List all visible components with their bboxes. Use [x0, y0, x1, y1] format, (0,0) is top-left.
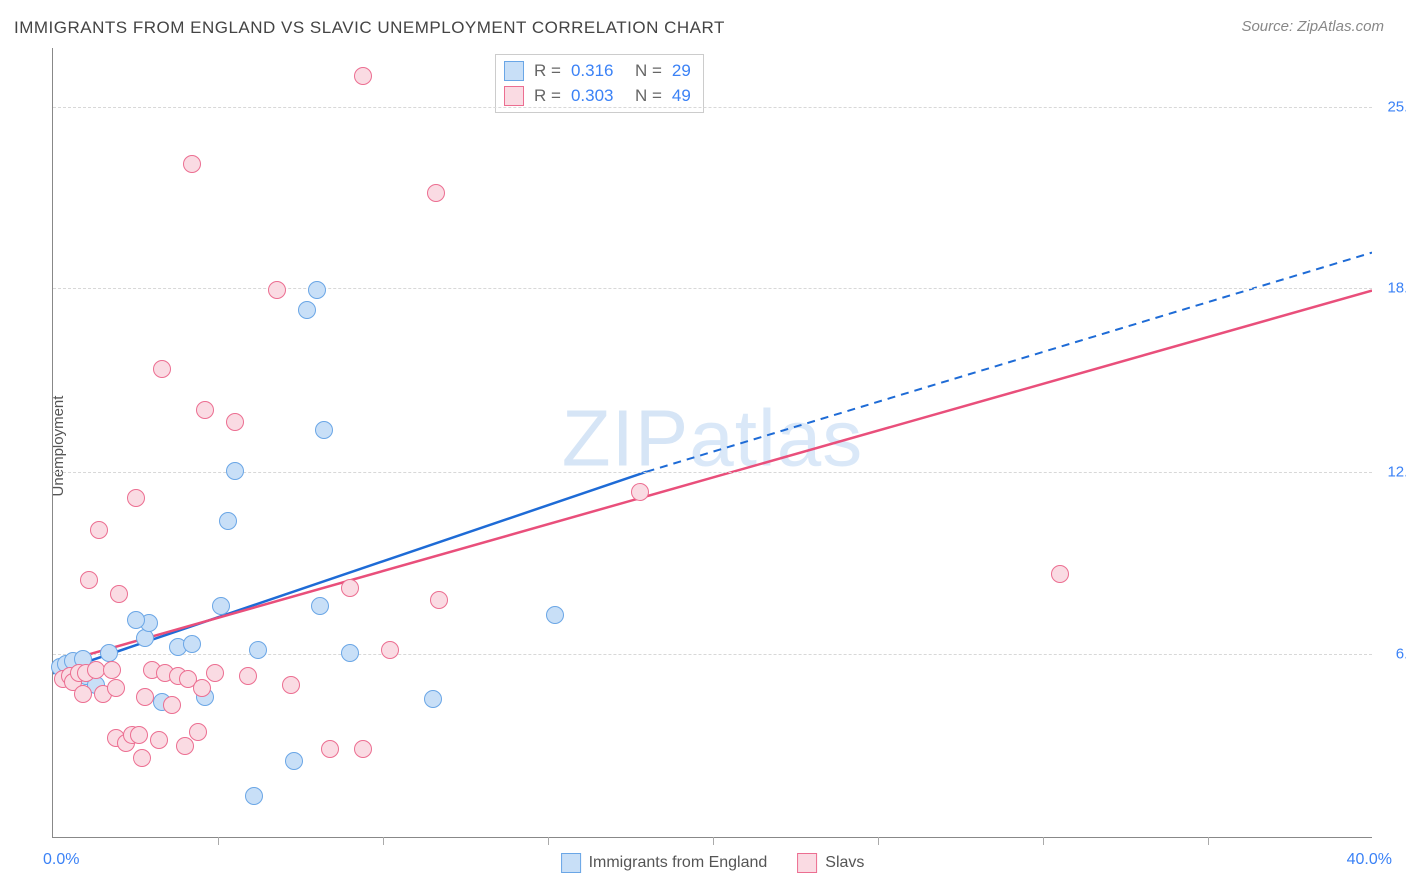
- gridline: [53, 472, 1372, 473]
- data-point: [183, 155, 201, 173]
- data-point: [74, 685, 92, 703]
- data-point: [381, 641, 399, 659]
- chart-container: IMMIGRANTS FROM ENGLAND VS SLAVIC UNEMPL…: [0, 0, 1406, 892]
- x-tick: [218, 837, 219, 845]
- data-point: [133, 749, 151, 767]
- data-point: [100, 644, 118, 662]
- data-point: [87, 661, 105, 679]
- data-point: [110, 585, 128, 603]
- legend-item: Slavs: [797, 853, 864, 873]
- data-point: [354, 740, 372, 758]
- data-point: [424, 690, 442, 708]
- data-point: [127, 489, 145, 507]
- data-point: [90, 521, 108, 539]
- data-point: [107, 679, 125, 697]
- data-point: [546, 606, 564, 624]
- data-point: [150, 731, 168, 749]
- x-tick: [713, 837, 714, 845]
- data-point: [430, 591, 448, 609]
- legend-row: R =0.316N =29: [504, 59, 691, 84]
- data-point: [341, 579, 359, 597]
- watermark: ZIPatlas: [562, 392, 863, 484]
- data-point: [189, 723, 207, 741]
- x-tick: [1208, 837, 1209, 845]
- y-tick-label: 6.3%: [1396, 645, 1406, 662]
- data-point: [176, 737, 194, 755]
- legend-row: R =0.303N =49: [504, 84, 691, 109]
- x-axis-start-label: 0.0%: [43, 851, 79, 869]
- legend-item: Immigrants from England: [561, 853, 768, 873]
- x-tick: [383, 837, 384, 845]
- x-axis-end-label: 40.0%: [1347, 851, 1392, 869]
- x-tick: [1043, 837, 1044, 845]
- y-tick-label: 25.0%: [1387, 98, 1406, 115]
- data-point: [103, 661, 121, 679]
- data-point: [249, 641, 267, 659]
- data-point: [193, 679, 211, 697]
- data-point: [206, 664, 224, 682]
- series-legend: Immigrants from England Slavs: [561, 853, 865, 873]
- gridline: [53, 288, 1372, 289]
- data-point: [315, 421, 333, 439]
- y-tick-label: 18.8%: [1387, 279, 1406, 296]
- data-point: [321, 740, 339, 758]
- data-point: [80, 571, 98, 589]
- data-point: [127, 611, 145, 629]
- data-point: [631, 483, 649, 501]
- data-point: [341, 644, 359, 662]
- plot-area: ZIPatlas 0.0% 40.0% R =0.316N =29R =0.30…: [52, 48, 1372, 838]
- chart-title: IMMIGRANTS FROM ENGLAND VS SLAVIC UNEMPL…: [14, 18, 725, 38]
- data-point: [130, 726, 148, 744]
- data-point: [163, 696, 181, 714]
- gridline: [53, 107, 1372, 108]
- data-point: [354, 67, 372, 85]
- data-point: [308, 281, 326, 299]
- data-point: [183, 635, 201, 653]
- x-tick: [548, 837, 549, 845]
- data-point: [226, 462, 244, 480]
- data-point: [298, 301, 316, 319]
- data-point: [1051, 565, 1069, 583]
- data-point: [282, 676, 300, 694]
- data-point: [212, 597, 230, 615]
- x-tick: [878, 837, 879, 845]
- data-point: [268, 281, 286, 299]
- data-point: [219, 512, 237, 530]
- data-point: [136, 688, 154, 706]
- trend-lines: [53, 48, 1372, 837]
- correlation-legend: R =0.316N =29R =0.303N =49: [495, 54, 704, 113]
- data-point: [311, 597, 329, 615]
- data-point: [153, 360, 171, 378]
- source-attribution: Source: ZipAtlas.com: [1241, 18, 1384, 35]
- data-point: [245, 787, 263, 805]
- data-point: [285, 752, 303, 770]
- data-point: [427, 184, 445, 202]
- y-tick-label: 12.5%: [1387, 464, 1406, 481]
- data-point: [196, 401, 214, 419]
- data-point: [226, 413, 244, 431]
- data-point: [239, 667, 257, 685]
